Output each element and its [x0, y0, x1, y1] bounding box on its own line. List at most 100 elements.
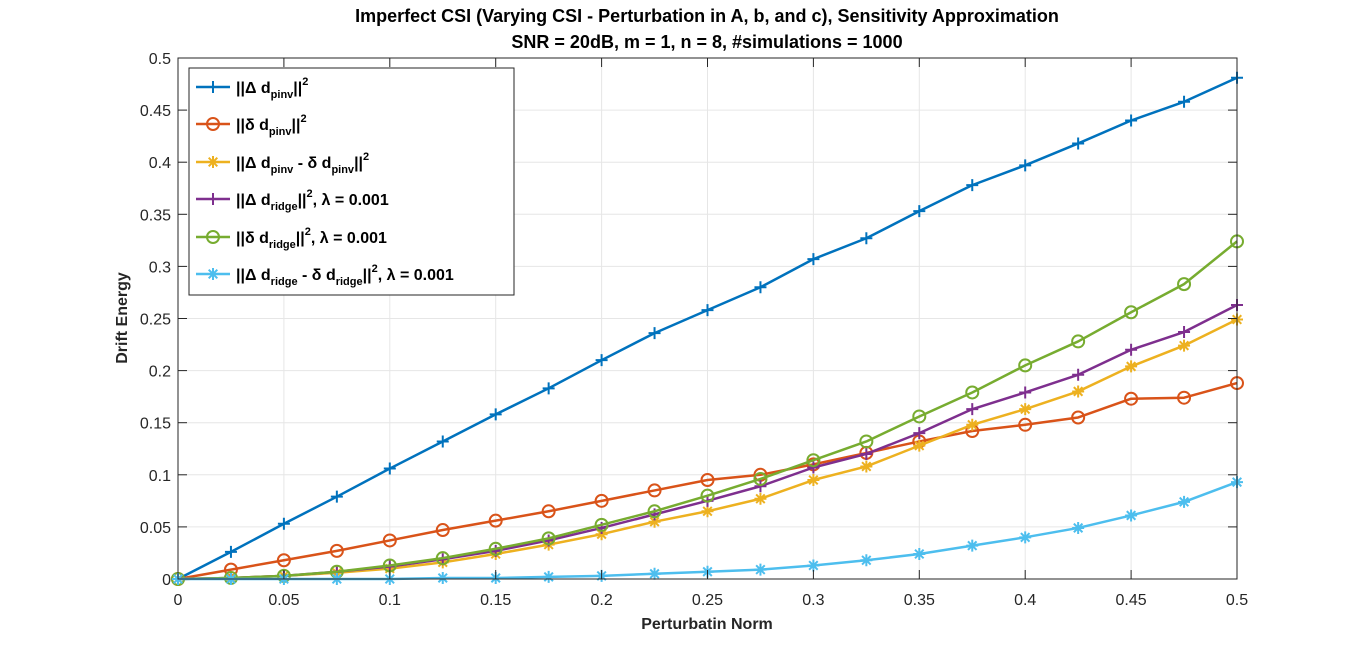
data-point	[966, 418, 979, 431]
data-point	[1019, 159, 1032, 172]
legend-item-6: ||Δ dridge - δ dridge||2, λ = 0.001	[196, 263, 454, 288]
legend-marker	[206, 117, 220, 131]
data-point	[913, 205, 926, 218]
data-point	[701, 505, 714, 518]
legend-label: ||δ dpinv||2	[236, 113, 307, 138]
data-point	[860, 460, 873, 473]
data-point	[436, 571, 449, 584]
data-point	[700, 488, 715, 503]
data-point	[966, 179, 979, 192]
data-point	[647, 483, 662, 498]
data-point	[913, 439, 926, 452]
data-point	[701, 304, 714, 317]
x-tick-label: 0.45	[1116, 592, 1147, 609]
legend-marker	[207, 268, 219, 280]
data-point	[595, 528, 608, 541]
data-point	[276, 553, 291, 568]
data-point	[1019, 531, 1032, 544]
y-tick-label: 0.5	[149, 51, 171, 68]
data-point	[754, 281, 767, 294]
legend-label: ||Δ dridge - δ dridge||2, λ = 0.001	[236, 263, 454, 288]
data-point	[859, 434, 874, 449]
data-point	[277, 517, 290, 530]
data-point	[1125, 360, 1138, 373]
data-point	[1125, 343, 1138, 356]
data-point	[329, 543, 344, 558]
data-point	[330, 490, 343, 503]
data-point	[1124, 391, 1139, 406]
x-tick-label: 0.35	[904, 592, 935, 609]
x-tick-label: 0.5	[1226, 592, 1248, 609]
data-point	[966, 539, 979, 552]
series-line-5	[177, 240, 1238, 581]
data-point	[806, 453, 821, 468]
y-tick-label: 0.05	[140, 520, 171, 537]
data-point	[647, 504, 662, 519]
legend-marker	[207, 81, 219, 93]
y-tick-label: 0.3	[149, 259, 171, 276]
data-point	[1018, 417, 1033, 432]
data-point	[1177, 390, 1192, 405]
y-tick-label: 0.4	[149, 155, 171, 172]
data-point	[542, 382, 555, 395]
data-point	[1125, 509, 1138, 522]
data-point	[594, 517, 609, 532]
data-point	[1019, 403, 1032, 416]
legend-label: ||δ dridge||2, λ = 0.001	[236, 226, 387, 251]
data-point	[1072, 521, 1085, 534]
x-axis-label: Perturbatin Norm	[641, 616, 773, 633]
data-point	[382, 533, 397, 548]
data-point	[1072, 137, 1085, 150]
data-point	[860, 232, 873, 245]
y-tick-label: 0	[162, 572, 171, 589]
data-point	[1178, 95, 1191, 108]
data-point	[1071, 410, 1086, 425]
y-tick-label: 0.15	[140, 416, 171, 433]
data-point	[913, 427, 926, 440]
data-point	[965, 385, 980, 400]
legend-box	[188, 67, 515, 296]
axis-ticks: 0 0.05 0.1 0.15 0.2 0.25 0.3 0.35 0.4 0.45 0.5 0 0.0…	[140, 51, 1248, 609]
data-point	[754, 492, 767, 505]
data-point	[1125, 114, 1138, 127]
y-tick-label: 0.1	[149, 468, 171, 485]
series-line-2	[177, 381, 1238, 581]
data-point	[807, 474, 820, 487]
data-point	[489, 408, 502, 421]
x-tick-label: 0.1	[379, 592, 401, 609]
legend-label: ||Δ dpinv||2	[236, 76, 308, 101]
data-point	[542, 570, 555, 583]
data-point	[700, 473, 715, 488]
chart-subtitle: SNR = 20dB, m = 1, n = 8, #simulations =…	[511, 32, 902, 52]
data-point	[541, 531, 556, 546]
data-point	[436, 435, 449, 448]
legend-marker	[207, 156, 219, 168]
legend-item-5: ||δ dridge||2, λ = 0.001	[196, 226, 387, 251]
data-point	[435, 523, 450, 538]
data-point	[912, 409, 927, 424]
y-tick-label: 0.35	[140, 207, 171, 224]
data-point	[1019, 386, 1032, 399]
data-point	[541, 504, 556, 519]
legend-label: ||Δ dridge||2, λ = 0.001	[236, 188, 389, 213]
data-point	[807, 253, 820, 266]
data-point	[913, 547, 926, 560]
x-tick-label: 0.4	[1014, 592, 1036, 609]
y-tick-label: 0.2	[149, 364, 171, 381]
series-1	[172, 71, 1243, 585]
data-point	[648, 327, 661, 340]
x-tick-label: 0	[174, 592, 183, 609]
data-point	[1178, 339, 1191, 352]
legend-item-1: ||Δ dpinv||2	[196, 76, 308, 101]
y-tick-label: 0.45	[140, 103, 171, 120]
legend-item-4: ||Δ dridge||2, λ = 0.001	[196, 188, 389, 213]
data-point	[595, 354, 608, 367]
data-point	[1124, 305, 1139, 320]
legend-label: ||Δ dpinv - δ dpinv||2	[236, 151, 369, 176]
data-point	[754, 480, 767, 493]
y-tick-label: 0.25	[140, 312, 171, 329]
data-point	[860, 447, 873, 460]
data-point	[1071, 334, 1086, 349]
legend-item-3: ||Δ dpinv - δ dpinv||2	[196, 151, 369, 176]
data-point	[1072, 385, 1085, 398]
